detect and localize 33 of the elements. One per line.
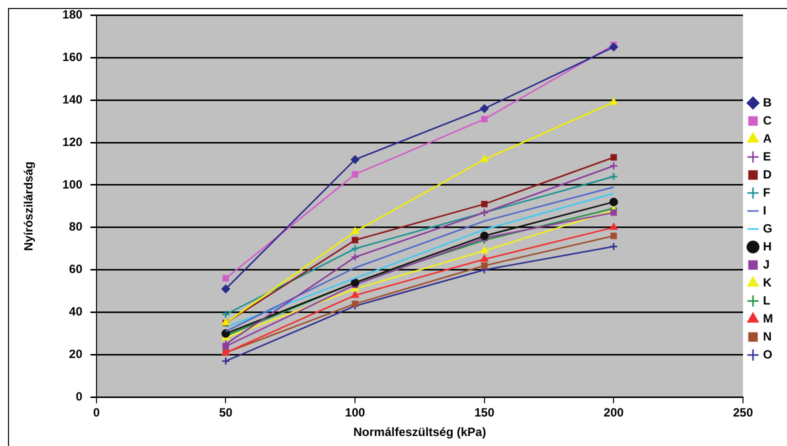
x-tick-label: 0 [93,406,100,420]
y-tick-label: 20 [69,347,83,362]
y-tick-label: 0 [76,390,83,404]
legend-label: B [763,95,772,110]
x-tick-label: 150 [474,406,495,420]
x-tick-label: 50 [219,406,233,420]
legend-label: G [763,221,772,236]
legend-label: F [763,185,770,200]
x-tick-label: 100 [345,406,366,420]
legend-label: M [763,311,774,326]
legend-label: O [763,347,772,362]
y-tick-label: 160 [62,50,83,64]
legend-label: C [763,113,772,128]
y-tick-label: 80 [69,220,83,234]
y-tick-label: 120 [62,134,83,149]
x-tick-label: 200 [604,406,624,420]
y-tick-label: 60 [69,262,83,276]
x-axis-title: Normálfeszültség (kPa) [353,425,486,440]
legend-label: A [763,131,772,146]
y-tick-label: 140 [62,92,83,106]
legend-label: D [763,167,772,182]
legend-label: N [763,329,772,344]
legend-label: L [763,293,770,308]
legend-label: J [763,257,770,272]
legend-label: I [763,203,766,218]
y-tick-label: 180 [62,8,83,22]
x-tick-label: 250 [732,406,754,420]
y-tick-label: 40 [69,304,83,319]
legend-label: E [763,149,772,164]
legend-label: H [763,239,772,254]
legend-label: K [763,275,772,290]
y-tick-label: 100 [62,177,83,192]
y-axis-title: Nyírószilárdság [22,162,36,251]
